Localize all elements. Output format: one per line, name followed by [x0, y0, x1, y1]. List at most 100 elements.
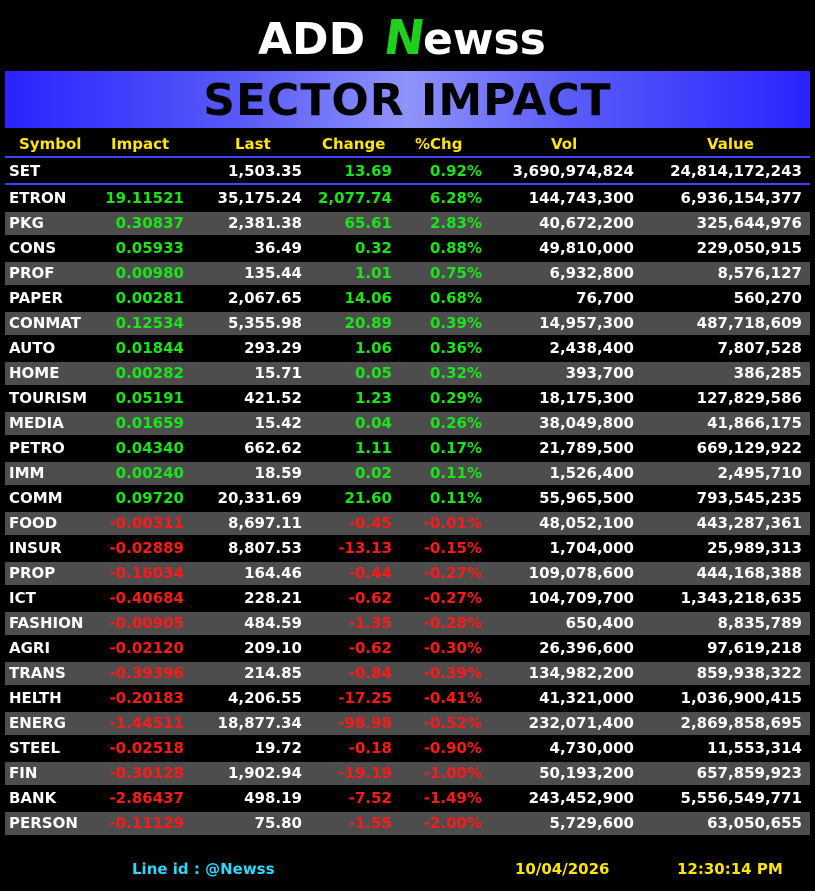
cell-last: 209.10 [244, 639, 302, 657]
table-row: STEEL -0.02518 19.72 -0.18 -0.90% 4,730,000 11… [5, 737, 810, 760]
cell-pct: -0.28% [423, 614, 482, 632]
index-last: 1,503.35 [227, 162, 302, 180]
cell-value: 859,938,322 [696, 664, 802, 682]
cell-change: 2,077.74 [317, 189, 392, 207]
table-row: PKG 0.30837 2,381.38 65.61 2.83% 40,672,200 32… [5, 212, 810, 235]
cell-symbol: ENERG [9, 714, 66, 732]
cell-vol: 232,071,400 [528, 714, 634, 732]
cell-symbol: CONS [9, 239, 57, 257]
cell-value: 325,644,976 [696, 214, 802, 232]
cell-impact: -0.00311 [109, 514, 184, 532]
table-header: Symbol Impact Last Change %Chg Vol Value [5, 133, 810, 155]
cell-value: 7,807,528 [717, 339, 802, 357]
cell-value: 793,545,235 [696, 489, 802, 507]
cell-impact: -0.02518 [109, 739, 184, 757]
cell-last: 5,355.98 [227, 314, 302, 332]
cell-vol: 243,452,900 [528, 789, 634, 807]
cell-symbol: CONMAT [9, 314, 81, 332]
cell-value: 386,285 [733, 364, 802, 382]
cell-vol: 76,700 [576, 289, 634, 307]
index-volume: 3,690,974,824 [512, 162, 634, 180]
table-row: ICT -0.40684 228.21 -0.62 -0.27% 104,709,700 1… [5, 587, 810, 610]
cell-last: 2,067.65 [227, 289, 302, 307]
cell-change: -0.44 [348, 564, 392, 582]
cell-pct: 0.39% [429, 314, 482, 332]
table-row: HELTH -0.20183 4,206.55 -17.25 -0.41% 41,321,… [5, 687, 810, 710]
table-row: CONMAT 0.12534 5,355.98 20.89 0.39% 14,957,30… [5, 312, 810, 335]
header-volume: Vol [551, 135, 578, 153]
header-change: Change [322, 135, 386, 153]
cell-symbol: MEDIA [9, 414, 64, 432]
cell-vol: 1,526,400 [549, 464, 634, 482]
cell-vol: 26,396,600 [539, 639, 634, 657]
table-row: ENERG -1.44511 18,877.34 -98.98 -0.52% 232,07… [5, 712, 810, 735]
cell-symbol: AGRI [9, 639, 51, 657]
cell-symbol: PAPER [9, 289, 64, 307]
index-symbol: SET [9, 162, 41, 180]
cell-last: 19.72 [254, 739, 302, 757]
cell-change: -0.62 [348, 589, 392, 607]
cell-last: 228.21 [244, 589, 302, 607]
cell-change: 0.04 [354, 414, 392, 432]
cell-impact: -0.02889 [109, 539, 184, 557]
table-row: PROF 0.00980 135.44 1.01 0.75% 6,932,800 8,576… [5, 262, 810, 285]
cell-value: 2,495,710 [717, 464, 802, 482]
table-row: AGRI -0.02120 209.10 -0.62 -0.30% 26,396,600 9… [5, 637, 810, 660]
table-row: BANK -2.86437 498.19 -7.52 -1.49% 243,452,900… [5, 787, 810, 810]
cell-pct: 0.11% [429, 489, 482, 507]
cell-symbol: HOME [9, 364, 60, 382]
table-row: FOOD -0.00311 8,697.11 -0.45 -0.01% 48,052,10… [5, 512, 810, 535]
table-row: IMM 0.00240 18.59 0.02 0.11% 1,526,400 2,495,7… [5, 462, 810, 485]
cell-vol: 49,810,000 [539, 239, 634, 257]
cell-change: -7.52 [348, 789, 392, 807]
cell-last: 8,807.53 [227, 539, 302, 557]
cell-impact: -0.11129 [109, 814, 184, 832]
table-row: CONS 0.05933 36.49 0.32 0.88% 49,810,000 229,0… [5, 237, 810, 260]
cell-value: 444,168,388 [696, 564, 802, 582]
cell-vol: 5,729,600 [549, 814, 634, 832]
cell-last: 35,175.24 [217, 189, 302, 207]
cell-impact: 0.00980 [115, 264, 184, 282]
index-change: 13.69 [344, 162, 392, 180]
table-row: HOME 0.00282 15.71 0.05 0.32% 393,700 386,285 [5, 362, 810, 385]
cell-vol: 48,052,100 [539, 514, 634, 532]
cell-symbol: INSUR [9, 539, 62, 557]
cell-pct: 2.83% [429, 214, 482, 232]
cell-last: 4,206.55 [227, 689, 302, 707]
page-title: SECTOR IMPACT [5, 71, 810, 128]
cell-impact: 19.11521 [105, 189, 184, 207]
cell-pct: 0.75% [429, 264, 482, 282]
line-id: Line id : @Newss [132, 860, 275, 878]
cell-change: 21.60 [344, 489, 392, 507]
cell-change: 0.02 [354, 464, 392, 482]
footer-bar: Line id : @Newss 10/04/2026 12:30:14 PM [0, 858, 815, 880]
cell-value: 669,129,922 [696, 439, 802, 457]
cell-vol: 50,193,200 [539, 764, 634, 782]
cell-pct: -0.27% [423, 564, 482, 582]
cell-value: 127,829,586 [696, 389, 802, 407]
table-row: MEDIA 0.01659 15.42 0.04 0.26% 38,049,800 41,8… [5, 412, 810, 435]
brand-logo: ADD N ewss [0, 12, 815, 64]
cell-value: 1,343,218,635 [680, 589, 802, 607]
cell-change: -13.13 [338, 539, 392, 557]
cell-last: 135.44 [244, 264, 302, 282]
cell-change: 1.11 [354, 439, 392, 457]
cell-change: 20.89 [344, 314, 392, 332]
table-row: FASHION -0.00905 484.59 -1.35 -0.28% 650,400 8… [5, 612, 810, 635]
cell-value: 2,869,858,695 [680, 714, 802, 732]
cell-last: 498.19 [244, 789, 302, 807]
cell-vol: 109,078,600 [528, 564, 634, 582]
cell-vol: 2,438,400 [549, 339, 634, 357]
cell-vol: 55,965,500 [539, 489, 634, 507]
cell-pct: -0.90% [423, 739, 482, 757]
cell-impact: -0.30128 [109, 764, 184, 782]
cell-change: 0.05 [354, 364, 392, 382]
header-symbol: Symbol [19, 135, 82, 153]
cell-impact: 0.05933 [115, 239, 184, 257]
cell-change: 1.06 [354, 339, 392, 357]
cell-value: 657,859,923 [696, 764, 802, 782]
cell-value: 41,866,175 [707, 414, 802, 432]
cell-last: 8,697.11 [227, 514, 302, 532]
cell-change: -17.25 [338, 689, 392, 707]
cell-impact: 0.04340 [115, 439, 184, 457]
